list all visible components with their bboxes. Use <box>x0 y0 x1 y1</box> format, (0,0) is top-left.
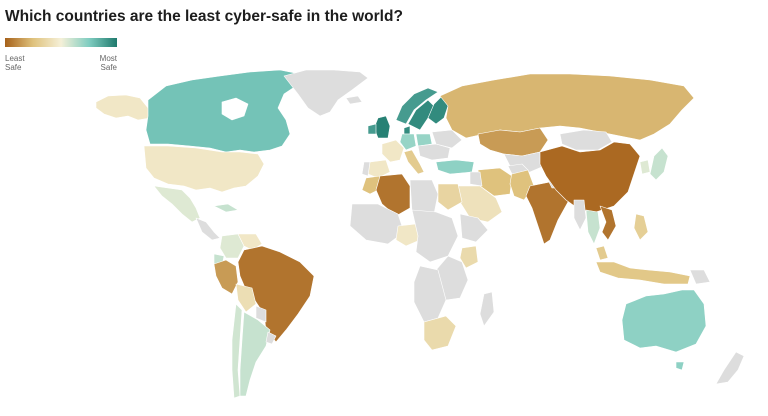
region-kenya <box>459 245 479 269</box>
region-malaysia <box>595 245 609 261</box>
region-china <box>539 141 641 213</box>
region-portugal <box>361 161 371 177</box>
region-canada-hudson <box>221 97 249 121</box>
region-turkey <box>435 159 475 175</box>
region-ethiopia <box>459 213 489 243</box>
region-iraq <box>469 171 483 187</box>
legend-gradient <box>5 38 117 47</box>
region-australia <box>621 289 707 353</box>
region-afghanistan <box>507 163 529 175</box>
region-argentina <box>239 311 271 397</box>
region-denmark <box>403 125 411 135</box>
region-bolivia <box>235 283 257 313</box>
region-central-africa <box>411 209 459 263</box>
region-philippines <box>633 213 649 241</box>
legend-high-label: Most Safe <box>99 54 117 72</box>
region-libya <box>409 179 439 215</box>
region-korea <box>639 159 651 175</box>
region-greenland <box>283 69 369 117</box>
region-germany <box>399 133 417 151</box>
region-kazakhstan <box>477 127 549 157</box>
region-france <box>381 139 405 163</box>
region-south-africa <box>423 315 457 351</box>
region-paraguay <box>255 305 267 323</box>
region-mexico <box>153 185 201 223</box>
region-ukraine <box>431 129 463 149</box>
region-algeria <box>375 173 411 217</box>
region-madagascar <box>479 291 495 327</box>
region-alaska <box>95 94 151 121</box>
region-papua <box>689 269 711 285</box>
region-myanmar <box>573 199 587 231</box>
region-thailand <box>585 209 601 245</box>
region-vietnam <box>599 205 617 241</box>
region-central-america <box>195 217 221 241</box>
region-usa <box>143 145 265 193</box>
region-saudi-arabia <box>457 185 503 223</box>
region-peru <box>213 259 239 295</box>
region-egypt <box>437 183 463 211</box>
region-poland <box>415 133 433 147</box>
region-brazil <box>237 245 315 343</box>
region-indonesia <box>595 261 691 285</box>
region-tasmania <box>675 361 685 371</box>
region-uruguay <box>265 331 277 345</box>
legend-low-label: Least Safe <box>5 54 25 72</box>
region-nigeria <box>395 223 421 247</box>
map-legend: Least Safe Most Safe <box>5 34 119 74</box>
region-uk <box>373 115 391 139</box>
map-title: Which countries are the least cyber-safe… <box>5 8 403 25</box>
region-mongolia <box>559 129 613 151</box>
region-iceland <box>345 95 363 105</box>
region-norway <box>395 87 439 125</box>
region-italy <box>403 149 425 175</box>
region-ireland <box>367 123 377 135</box>
region-cuba <box>213 203 239 213</box>
region-japan <box>649 147 669 181</box>
region-new-zealand <box>715 351 745 385</box>
region-russia <box>439 73 695 141</box>
world-map <box>95 69 745 399</box>
